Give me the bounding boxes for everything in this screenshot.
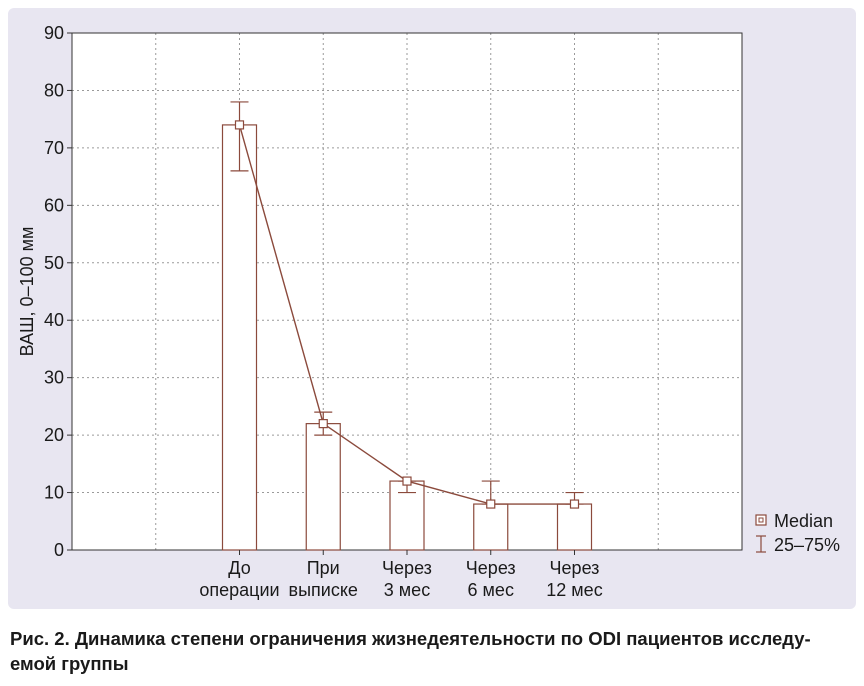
x-tick-label: выписке — [289, 580, 358, 600]
bar — [305, 423, 341, 551]
x-tick-label: Через — [382, 558, 432, 578]
caption-line-2: емой группы — [10, 653, 129, 674]
y-tick-label: 60 — [44, 195, 64, 215]
x-tick-label: До — [228, 558, 250, 578]
legend-range-label: 25–75% — [774, 535, 840, 555]
y-tick-label: 50 — [44, 253, 64, 273]
x-tick-label: Через — [466, 558, 516, 578]
y-tick-label: 40 — [44, 310, 64, 330]
y-tick-label: 80 — [44, 80, 64, 100]
x-tick-label: 3 мес — [384, 580, 430, 600]
x-tick-label: Через — [550, 558, 600, 578]
median-marker — [234, 120, 245, 130]
y-tick-label: 20 — [44, 425, 64, 445]
figure-caption: Рис. 2. Динамика степени ограничения жиз… — [10, 626, 856, 676]
median-marker — [402, 476, 412, 486]
y-axis-label: ВАШ, 0–100 мм — [17, 227, 37, 357]
x-tick-label: операции — [199, 580, 279, 600]
y-tick-label: 10 — [44, 483, 64, 503]
x-tick-label: 6 мес — [468, 580, 514, 600]
legend-median-label: Median — [774, 511, 833, 531]
y-tick-label: 30 — [44, 368, 64, 388]
y-tick-label: 70 — [44, 138, 64, 158]
median-marker — [486, 499, 496, 509]
median-marker — [318, 419, 328, 429]
bar — [221, 124, 258, 551]
caption-line-1: Рис. 2. Динамика степени ограничения жиз… — [10, 628, 811, 649]
legend-median-marker — [758, 517, 764, 523]
y-tick-label: 0 — [54, 540, 64, 560]
bar — [556, 503, 593, 551]
x-tick-label: При — [307, 558, 340, 578]
bar — [473, 503, 509, 551]
median-marker — [569, 499, 580, 509]
plot-area — [72, 33, 742, 550]
x-tick-label: 12 мес — [546, 580, 602, 600]
y-tick-label: 90 — [44, 23, 64, 43]
